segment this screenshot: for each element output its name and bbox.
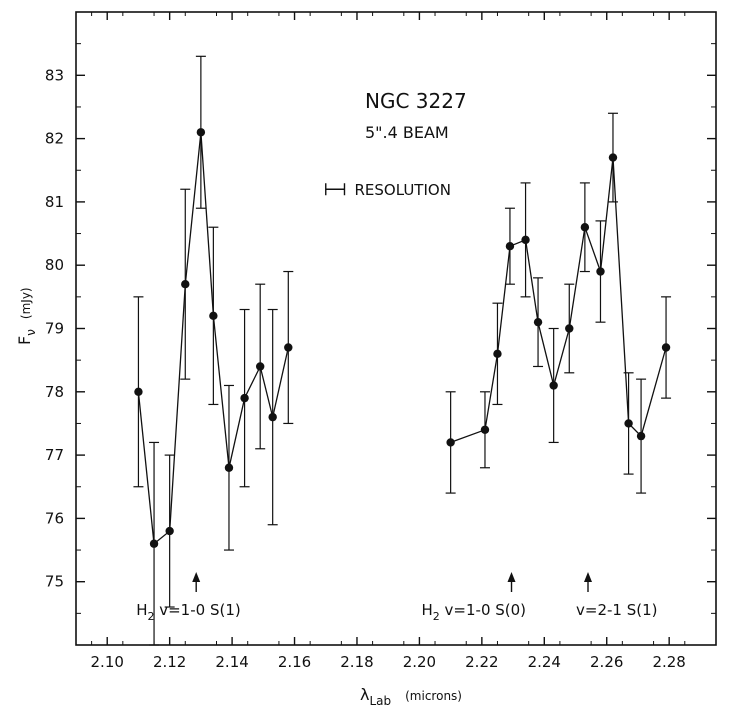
data-point — [661, 343, 671, 352]
data-point — [636, 431, 646, 441]
data-point — [521, 235, 530, 245]
svg-text:λLab(microns): λLab (microns) — [360, 685, 462, 708]
line-label: H2 v=1-0 S(1) — [136, 601, 241, 623]
y-tick-label: 78 — [45, 383, 64, 401]
y-tick-label: 77 — [45, 446, 64, 464]
x-axis-label-sub: Lab — [369, 694, 391, 708]
arrow-head-icon — [507, 572, 516, 582]
resolution-label: RESOLUTION — [354, 181, 450, 199]
line-marker-2: H2 v=1-0 S(0) — [422, 572, 527, 623]
line-marker-3: v=2-1 S(1) — [576, 572, 657, 619]
line-label-rest: v=1-0 S(1) — [154, 601, 240, 619]
data-point — [596, 267, 605, 276]
y-axis-label-main: F — [15, 336, 34, 345]
data-point — [565, 324, 574, 333]
x-tick-label: 2.28 — [652, 653, 685, 671]
data-point — [240, 393, 249, 403]
data-point — [224, 463, 234, 472]
data-point — [149, 539, 159, 548]
line-label-main: H — [136, 601, 147, 619]
x-axis-label-units: (microns) — [405, 689, 462, 703]
line-markers: H2 v=1-0 S(1) H2 v=1-0 S(0) v=2-1 S(1) — [136, 572, 657, 623]
y-axis-label-units: (mJy) — [19, 287, 33, 319]
data-point — [255, 362, 265, 371]
line-marker-1: H2 v=1-0 S(1) — [136, 572, 241, 623]
data-point — [209, 311, 218, 321]
y-tick-label: 79 — [45, 320, 64, 338]
data-point — [608, 153, 618, 162]
data-point — [549, 381, 558, 390]
y-tick-label: 76 — [45, 509, 64, 527]
line-label-main: H — [422, 601, 433, 619]
data-point — [493, 349, 502, 359]
data-series — [133, 55, 672, 646]
arrow-head-icon — [192, 572, 201, 582]
x-tick-label: 2.22 — [465, 653, 498, 671]
data-point — [533, 317, 543, 327]
resolution-marker: RESOLUTION — [325, 181, 451, 199]
y-axis-label-sub: ν — [24, 329, 38, 336]
x-tick-label: 2.20 — [403, 653, 436, 671]
series-2 — [445, 112, 672, 494]
line-label-sub: 2 — [433, 610, 440, 623]
data-point — [480, 425, 490, 434]
arrow-head-icon — [584, 572, 592, 582]
data-point — [165, 526, 174, 536]
line-label: v=2-1 S(1) — [576, 601, 657, 619]
y-tick-label: 82 — [45, 130, 64, 148]
series-1 — [133, 55, 294, 646]
x-tick-label: 2.16 — [278, 653, 311, 671]
y-tick-label: 75 — [45, 573, 64, 591]
x-axis-ticks: 2.10 2.12 2.14 2.16 2.18 2.20 2.22 2.24 2.26 2.28 — [91, 12, 686, 671]
line-label: H2 v=1-0 S(0) — [422, 601, 527, 623]
data-point — [505, 242, 515, 251]
data-point — [580, 223, 590, 232]
chart-title: NGC 3227 — [365, 89, 467, 113]
y-tick-label: 83 — [45, 66, 64, 84]
x-axis-label: λLab (microns) — [360, 685, 462, 708]
x-tick-label: 2.14 — [215, 653, 248, 671]
x-axis-label-main: λ — [360, 685, 369, 704]
data-point — [268, 412, 277, 422]
data-point — [196, 128, 206, 137]
data-point — [624, 419, 633, 428]
y-tick-label: 80 — [45, 256, 64, 274]
x-tick-label: 2.10 — [91, 653, 124, 671]
chart-subtitle: 5".4 BEAM — [365, 123, 449, 142]
series-line — [450, 157, 667, 444]
x-tick-label: 2.12 — [153, 653, 186, 671]
line-label-sub: 2 — [147, 610, 154, 623]
y-tick-label: 81 — [45, 193, 64, 211]
x-tick-label: 2.18 — [340, 653, 373, 671]
y-axis-ticks: 75 76 77 78 79 80 81 82 83 — [45, 43, 716, 614]
data-point — [134, 387, 143, 396]
line-label-rest: v=2-1 S(1) — [576, 601, 657, 619]
data-point — [181, 279, 190, 289]
y-axis-label: Fν (mJy) — [15, 287, 38, 345]
data-point — [284, 343, 293, 352]
x-tick-label: 2.24 — [528, 653, 561, 671]
data-point — [446, 438, 455, 447]
x-tick-label: 2.26 — [590, 653, 623, 671]
line-label-rest: v=1-0 S(0) — [440, 601, 526, 619]
svg-text:Fν(mJy): Fν (mJy) — [15, 287, 38, 345]
